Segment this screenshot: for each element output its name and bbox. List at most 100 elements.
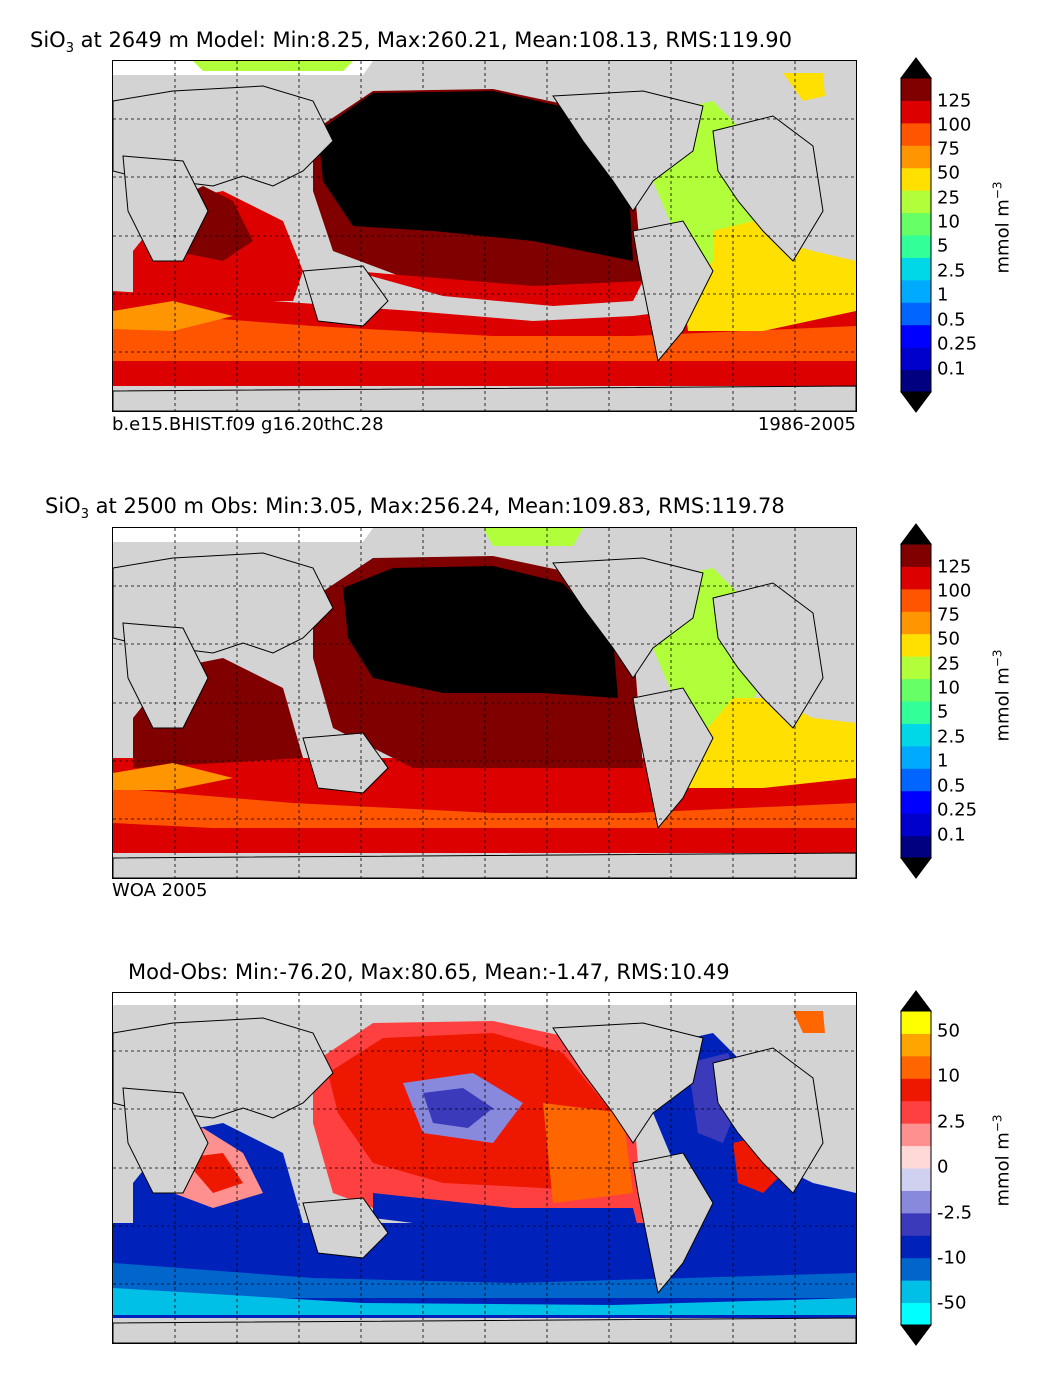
panel2-source: WOA 2005 <box>112 880 208 901</box>
colorbar-segment <box>901 1235 931 1259</box>
colorbar-segment <box>901 190 931 214</box>
panel1-tick: 0.1 <box>937 358 966 380</box>
panel3-map <box>112 992 857 1344</box>
panel2-colorbar-unit: mmol m−3 <box>991 649 1014 742</box>
colorbar-segment <box>901 100 931 124</box>
panel3-map-svg <box>113 993 856 1343</box>
panel1-tick: 50 <box>937 162 960 184</box>
colorbar-segment <box>901 701 931 724</box>
panel1-map-svg <box>113 61 856 411</box>
panel2-tick: 100 <box>937 580 972 602</box>
colorbar-segment <box>901 1055 931 1079</box>
colorbar-segment <box>901 78 931 101</box>
panel2-tick: 75 <box>937 604 960 626</box>
panel1-period: 1986-2005 <box>757 414 856 435</box>
colorbar-segment <box>901 723 931 747</box>
panel1-colorbar <box>900 57 932 413</box>
colorbar-segment <box>901 257 931 281</box>
colorbar-segment <box>901 678 931 702</box>
panel3-tick: -10 <box>937 1247 967 1269</box>
colorbar-segment <box>901 1280 931 1304</box>
panel1-tick: 100 <box>937 114 972 136</box>
colorbar-segment <box>901 369 931 393</box>
panel2-colorbar-svg <box>900 523 932 879</box>
colorbar-segment <box>901 611 931 635</box>
colorbar-segment <box>901 588 931 612</box>
panel3-tick: -50 <box>937 1292 967 1314</box>
colorbar-segment <box>901 122 931 146</box>
colorbar-segment <box>901 656 931 680</box>
colorbar-segment <box>901 835 931 859</box>
panel1-unit-text: mmol m <box>992 199 1014 274</box>
panel3-tick: 0 <box>937 1156 949 1178</box>
colorbar-segment <box>901 324 931 348</box>
panel1-tick: 125 <box>937 90 972 112</box>
colorbar-segment <box>901 1145 931 1169</box>
panel3-unit-exponent: −3 <box>990 1114 1005 1133</box>
panel1-tick: 2.5 <box>937 260 966 282</box>
panel2-title-stats: at 2500 m Obs: Min:3.05, Max:256.24, Mea… <box>88 494 785 518</box>
colorbar-segment <box>901 145 931 169</box>
colorbar-segment <box>901 347 931 371</box>
panel3-tick: 10 <box>937 1065 960 1087</box>
colorbar-segment <box>901 1100 931 1124</box>
panel2-tick: 50 <box>937 628 960 650</box>
panel3-unit-text: mmol m <box>992 1132 1014 1207</box>
colorbar-segment <box>901 1123 931 1147</box>
colorbar-segment <box>901 302 931 326</box>
panel1-unit-exponent: −3 <box>990 181 1005 200</box>
panel3-tick: 50 <box>937 1020 960 1042</box>
panel1-title-species: SiO <box>30 28 66 52</box>
panel1-tick: 75 <box>937 138 960 160</box>
colorbar-segment <box>901 813 931 837</box>
panel2-unit-text: mmol m <box>992 667 1014 742</box>
panel1-tick: 0.5 <box>937 309 966 331</box>
panel2-tick: 0.25 <box>937 799 978 821</box>
panel1-tick: 25 <box>937 187 960 209</box>
colorbar-segment <box>901 1190 931 1214</box>
panel2-title-species: SiO <box>45 494 81 518</box>
panel2-tick: 2.5 <box>937 726 966 748</box>
panel1-title-stats: at 2649 m Model: Min:8.25, Max:260.21, M… <box>73 28 792 52</box>
colorbar-segment <box>901 790 931 814</box>
panel2-unit-exponent: −3 <box>990 649 1005 668</box>
colorbar-segment <box>901 633 931 657</box>
panel3-title-stats: Mod-Obs: Min:-76.20, Max:80.65, Mean:-1.… <box>128 960 730 984</box>
panel3-colorbar-svg <box>900 990 932 1346</box>
panel1-tick: 5 <box>937 235 949 257</box>
panel1-colorbar-unit: mmol m−3 <box>991 181 1014 274</box>
colorbar-segment <box>901 566 931 590</box>
colorbar-segment <box>901 235 931 258</box>
colorbar-segment <box>901 1033 931 1057</box>
colorbar-segment <box>901 1078 931 1102</box>
panel2-tick: 125 <box>937 556 972 578</box>
panel2-tick: 25 <box>937 653 960 675</box>
colorbar-segment <box>901 1302 931 1326</box>
colorbar-segment <box>901 1168 931 1191</box>
colorbar-segment <box>901 1011 931 1034</box>
panel2-tick: 1 <box>937 750 949 772</box>
colorbar-segment <box>901 1257 931 1281</box>
colorbar-segment <box>901 279 931 303</box>
panel1-colorbar-svg <box>900 57 932 413</box>
panel2-tick: 0.5 <box>937 775 966 797</box>
panel2-title-subscript: 3 <box>80 507 89 523</box>
panel1-map <box>112 60 857 412</box>
colorbar-segment <box>901 212 931 236</box>
colorbar-segment <box>901 745 931 769</box>
panel1-tick: 0.25 <box>937 333 978 355</box>
panel2-tick: 0.1 <box>937 824 966 846</box>
panel2-map <box>112 527 857 879</box>
colorbar-segment <box>901 768 931 792</box>
panel2-map-svg <box>113 528 856 878</box>
panel1-tick: 1 <box>937 284 949 306</box>
colorbar-segment <box>901 544 931 567</box>
panel2-tick: 5 <box>937 701 949 723</box>
panel2-colorbar <box>900 523 932 879</box>
panel1-tick: 10 <box>937 211 960 233</box>
panel3-tick: 2.5 <box>937 1111 966 1133</box>
colorbar-segment <box>901 1212 931 1236</box>
panel1-title-subscript: 3 <box>65 41 74 57</box>
panel3-colorbar-unit: mmol m−3 <box>991 1114 1014 1207</box>
panel3-colorbar <box>900 990 932 1346</box>
